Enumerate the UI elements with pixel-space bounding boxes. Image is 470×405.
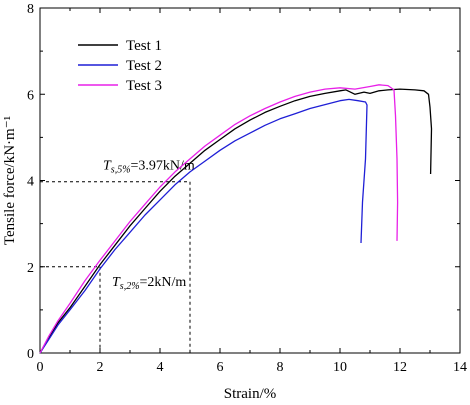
x-tick-label: 8 — [277, 360, 284, 375]
legend-label: Test 1 — [126, 38, 162, 54]
annotation-guide — [40, 266, 101, 353]
annotations: Ts,5%=3.97kN/m Ts,2%=2kN/m — [40, 159, 195, 353]
y-axis-ticks: 0 2 4 6 8 — [27, 2, 460, 362]
x-tick-label: 14 — [453, 360, 467, 375]
x-tick-label: 12 — [393, 360, 407, 375]
y-tick-label: 4 — [27, 175, 34, 190]
x-tick-label: 0 — [37, 360, 44, 375]
x-tick-label: 6 — [217, 360, 224, 375]
y-tick-label: 2 — [27, 261, 34, 276]
x-tick-label: 2 — [97, 360, 104, 375]
y-tick-label: 0 — [27, 347, 34, 362]
series-line — [39, 98, 368, 354]
y-tick-label: 8 — [27, 2, 34, 17]
series-lines — [39, 84, 433, 354]
series-line — [39, 88, 433, 354]
x-tick-label: 4 — [157, 360, 164, 375]
x-axis-ticks: 0 2 4 6 8 10 12 14 — [37, 8, 467, 375]
y-axis-title: Tensile force/kN·m⁻¹ — [2, 116, 18, 245]
x-tick-label: 10 — [333, 360, 347, 375]
series-line — [39, 84, 399, 354]
annotation-guide — [40, 181, 191, 353]
legend: Test 1 Test 2 Test 3 — [78, 38, 162, 94]
legend-label: Test 2 — [126, 58, 162, 74]
annotation-label: Ts,2%=2kN/m — [112, 275, 186, 292]
annotation-label: Ts,5%=3.97kN/m — [103, 159, 195, 176]
legend-label: Test 3 — [126, 78, 162, 94]
x-axis-title: Strain/% — [224, 386, 277, 402]
y-tick-label: 6 — [27, 88, 34, 103]
